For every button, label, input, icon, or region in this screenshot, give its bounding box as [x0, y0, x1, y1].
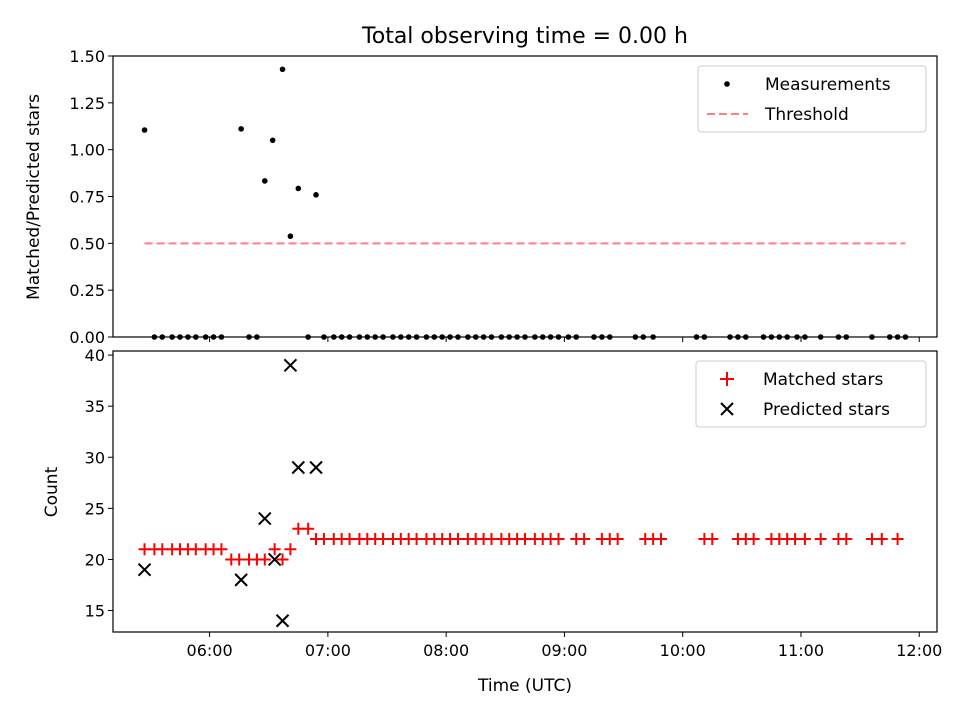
- measurement-point: [269, 137, 276, 144]
- matched-stars-point: [215, 543, 228, 556]
- count-legend: Matched stars Predicted stars: [695, 360, 927, 428]
- ratio-x-axis: [209, 337, 920, 342]
- count-data-layer: [137, 358, 904, 628]
- count-x-label: Time (UTC): [477, 676, 572, 696]
- y-tick-label: 40: [85, 346, 105, 365]
- matched-stars-point: [552, 533, 565, 546]
- matched-stars-point: [258, 553, 271, 566]
- x-tick-label: 09:00: [541, 641, 587, 660]
- x-tick-label: 08:00: [423, 641, 469, 660]
- y-tick-label: 1.50: [69, 47, 105, 66]
- ratio-legend: Measurements Threshold: [697, 65, 927, 133]
- matched-stars-point: [747, 533, 760, 546]
- x-tick-label: 06:00: [187, 641, 233, 660]
- legend-predicted-marker: [720, 402, 734, 416]
- y-tick-label: 0.00: [69, 328, 105, 347]
- y-tick-label: 25: [85, 499, 105, 518]
- matched-stars-point: [875, 533, 888, 546]
- legend-predicted-label: Predicted stars: [763, 400, 890, 420]
- x-tick-label: 10:00: [660, 641, 706, 660]
- ratio-panel: 0.00 0.25 0.50 0.75 1.00 1.25 1.50 Matched/Pre…: [24, 47, 938, 347]
- count-x-axis: 06:00 07:00 08:00 09:00 10:00 11:00 12:00: [187, 632, 942, 660]
- measurement-point: [141, 127, 148, 133]
- count-panel: 15 20 25 30 35 40 06:00 07:00 08:00 09:00 10:00 11…: [42, 346, 942, 696]
- measurement-point: [261, 178, 268, 184]
- predicted-stars-point: [275, 614, 290, 628]
- matched-stars-point: [706, 533, 719, 546]
- matched-stars-point: [611, 533, 624, 546]
- measurement-point: [313, 192, 319, 198]
- matched-stars-point: [284, 543, 297, 556]
- measurement-point: [279, 66, 286, 73]
- y-tick-label: 0.25: [69, 281, 105, 300]
- legend-matched-marker: [720, 372, 734, 386]
- count-y-axis: 15 20 25 30 35 40: [85, 346, 113, 621]
- legend-threshold-label: Threshold: [764, 105, 849, 125]
- measurement-point: [238, 126, 244, 132]
- count-axes-frame: [112, 350, 938, 633]
- predicted-stars-point: [267, 552, 282, 567]
- legend-matched-label: Matched stars: [763, 370, 883, 390]
- measurement-point: [295, 185, 302, 192]
- predicted-stars-point: [258, 511, 272, 526]
- y-tick-label: 1.00: [69, 141, 105, 160]
- legend-measurements-label: Measurements: [765, 75, 891, 95]
- y-tick-label: 0.75: [69, 188, 105, 207]
- y-tick-label: 15: [85, 602, 105, 621]
- predicted-stars-point: [137, 562, 152, 577]
- matched-stars-point: [302, 522, 315, 535]
- x-tick-label: 07:00: [305, 641, 351, 660]
- predicted-stars-point: [309, 460, 323, 475]
- predicted-stars-point: [291, 460, 306, 475]
- y-tick-label: 30: [85, 448, 105, 467]
- y-tick-label: 1.25: [69, 94, 105, 113]
- matched-stars-point: [798, 533, 811, 546]
- ratio-legend-box: [697, 65, 927, 133]
- legend-measurements-marker: [724, 81, 730, 87]
- matched-stars-point: [891, 533, 904, 546]
- ratio-y-label: Matched/Predicted stars: [24, 94, 44, 300]
- count-y-label: Count: [42, 466, 62, 517]
- y-tick-label: 20: [85, 550, 105, 569]
- matched-stars-point: [655, 533, 668, 546]
- count-legend-box: [695, 360, 927, 428]
- y-tick-label: 0.50: [69, 234, 105, 253]
- matched-stars-point: [814, 533, 827, 546]
- predicted-stars-point: [234, 573, 248, 587]
- predicted-stars-point: [283, 358, 298, 373]
- measurement-point: [287, 233, 294, 240]
- matched-stars-point: [840, 533, 853, 546]
- y-tick-label: 35: [85, 397, 105, 416]
- matched-stars-point: [276, 553, 289, 566]
- x-tick-label: 12:00: [896, 641, 942, 660]
- x-tick-label: 11:00: [778, 641, 824, 660]
- ratio-y-axis: 0.00 0.25 0.50 0.75 1.00 1.25 1.50: [69, 47, 113, 347]
- chart-title: Total observing time = 0.00 h: [361, 24, 688, 49]
- matched-stars-point: [578, 533, 591, 546]
- matched-stars-point: [268, 543, 281, 556]
